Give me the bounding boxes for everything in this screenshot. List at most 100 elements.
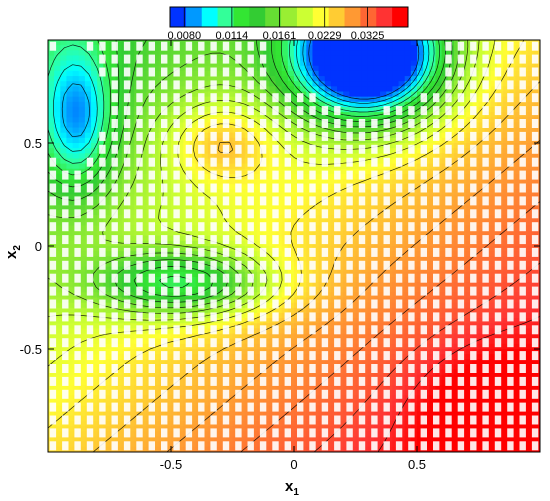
- field-cell: [398, 282, 406, 288]
- field-cell: [349, 96, 357, 103]
- field-cell: [343, 385, 350, 391]
- field-cell: [367, 148, 375, 154]
- field-cell: [226, 354, 234, 360]
- field-cell: [171, 333, 178, 340]
- field-cell: [380, 204, 387, 211]
- field-cell: [103, 271, 111, 278]
- field-cell: [127, 349, 135, 355]
- field-cell: [164, 251, 172, 257]
- field-cell: [380, 441, 387, 448]
- field-cell: [214, 240, 221, 247]
- field-cell: [324, 50, 332, 57]
- field-cell: [48, 91, 55, 98]
- field-cell: [238, 168, 246, 175]
- field-cell: [140, 220, 147, 226]
- field-cell: [275, 184, 283, 190]
- field-cell: [238, 143, 246, 149]
- field-cell: [177, 410, 184, 417]
- field-cell: [91, 364, 98, 371]
- field-cell: [275, 173, 283, 180]
- field-cell: [78, 328, 86, 335]
- field-cell: [423, 101, 430, 108]
- field-cell: [404, 369, 412, 376]
- field-cell: [48, 204, 55, 211]
- field-cell: [275, 415, 283, 422]
- field-cell: [287, 148, 295, 154]
- field-cell: [214, 400, 221, 407]
- field-cell: [367, 81, 375, 87]
- field-cell: [201, 405, 209, 412]
- field-cell: [201, 76, 209, 82]
- field-cell: [349, 153, 357, 160]
- field-cell: [355, 230, 363, 237]
- field-cell: [226, 426, 234, 432]
- field-cell: [324, 122, 332, 129]
- field-cell: [103, 307, 111, 314]
- field-cell: [214, 209, 221, 216]
- field-cell: [201, 117, 209, 123]
- field-cell: [91, 50, 98, 57]
- field-cell: [361, 436, 369, 443]
- field-cell: [152, 122, 160, 129]
- field-cell: [127, 127, 135, 134]
- field-cell: [238, 421, 246, 427]
- field-cell: [152, 302, 160, 309]
- field-cell: [263, 209, 270, 216]
- field-cell: [417, 65, 424, 72]
- field-cell: [404, 45, 412, 51]
- field-cell: [164, 343, 172, 350]
- field-cell: [330, 86, 338, 93]
- field-cell: [177, 364, 184, 371]
- field-cell: [306, 359, 314, 366]
- field-cell: [238, 137, 246, 144]
- field-cell: [343, 333, 350, 340]
- field-cell: [367, 379, 375, 386]
- field-cell: [306, 65, 314, 72]
- field-cell: [318, 179, 326, 185]
- field-cell: [306, 60, 314, 67]
- field-cell: [78, 81, 86, 87]
- field-cell: [312, 349, 320, 355]
- field-cell: [158, 230, 166, 237]
- field-cell: [410, 307, 418, 314]
- field-cell: [189, 40, 197, 46]
- field-cell: [72, 112, 80, 118]
- field-cell: [232, 436, 240, 443]
- field-cell: [373, 101, 381, 108]
- field-cell: [330, 55, 338, 62]
- field-cell: [300, 405, 307, 412]
- field-cell: [312, 261, 320, 268]
- field-cell: [84, 148, 92, 154]
- field-cell: [392, 415, 400, 422]
- field-cell: [214, 395, 221, 402]
- field-cell: [152, 271, 160, 278]
- field-cell: [140, 91, 147, 98]
- field-cell: [91, 91, 98, 98]
- field-cell: [177, 81, 184, 87]
- field-cell: [263, 312, 270, 319]
- field-cell: [189, 65, 197, 72]
- field-cell: [66, 179, 74, 185]
- field-cell: [312, 132, 320, 139]
- field-cell: [367, 153, 375, 160]
- field-cell: [152, 318, 160, 324]
- field-cell: [103, 349, 111, 355]
- field-cell: [300, 287, 307, 293]
- field-cell: [54, 390, 61, 396]
- field-cell: [201, 204, 209, 211]
- field-cell: [330, 385, 338, 391]
- field-cell: [91, 415, 98, 422]
- field-cell: [60, 91, 68, 98]
- field-cell: [103, 415, 111, 422]
- field-cell: [349, 106, 357, 113]
- field-cell: [189, 199, 197, 206]
- field-cell: [115, 173, 123, 180]
- field-cell: [263, 302, 270, 309]
- field-cell: [343, 81, 350, 87]
- field-cell: [238, 209, 246, 216]
- field-cell: [177, 40, 184, 46]
- field-cell: [380, 76, 387, 82]
- field-cell: [324, 385, 332, 391]
- field-cell: [263, 261, 270, 268]
